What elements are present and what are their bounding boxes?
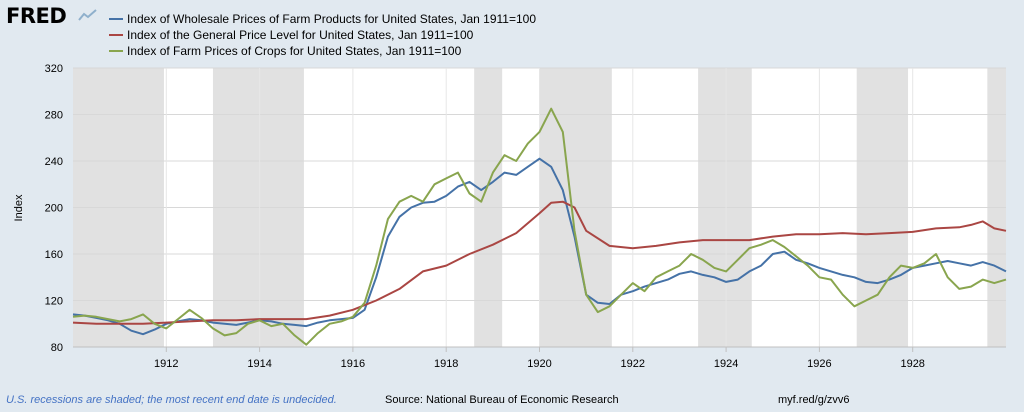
y-tick-label: 160: [45, 249, 63, 261]
series-lines: [72, 107, 1007, 346]
fred-logo[interactable]: FRED: [6, 4, 67, 28]
x-tick-label: 1928: [900, 358, 924, 370]
x-axis-ticks: 1912 1914 1916 1918 1920 1922 1924 1926 1928: [154, 347, 925, 370]
legend-swatch-crops: [109, 50, 123, 52]
series-line-general: [72, 200, 1007, 325]
y-tick-label: 120: [45, 296, 63, 308]
series-line-crops: [72, 107, 1007, 346]
x-tick-label: 1912: [154, 358, 178, 370]
x-tick-label: 1914: [247, 358, 271, 370]
y-tick-label: 80: [51, 342, 63, 354]
y-tick-label: 280: [45, 110, 63, 122]
series-line-wholesale: [72, 157, 1007, 336]
x-tick-label: 1916: [341, 358, 365, 370]
legend-swatch-wholesale: [109, 18, 123, 20]
x-tick-label: 1922: [621, 358, 645, 370]
y-tick-label: 200: [45, 203, 63, 215]
source-text: Source: National Bureau of Economic Rese…: [385, 394, 619, 406]
legend-label-general: Index of the General Price Level for Uni…: [127, 28, 474, 42]
x-tick-label: 1918: [434, 358, 458, 370]
legend-swatch-general: [109, 34, 123, 36]
legend-label-wholesale: Index of Wholesale Prices of Farm Produc…: [127, 12, 536, 26]
x-tick-label: 1924: [714, 358, 738, 370]
y-axis-label: Index: [13, 194, 25, 221]
y-axis-ticks: 80 120 160 200 240 280 320: [45, 63, 63, 354]
short-url[interactable]: myf.red/g/zvv6: [778, 394, 850, 406]
x-tick-label: 1926: [807, 358, 831, 370]
y-tick-label: 320: [45, 63, 63, 75]
legend-label-crops: Index of Farm Prices of Crops for United…: [127, 44, 462, 58]
fred-chart-icon: [78, 9, 97, 21]
y-tick-label: 240: [45, 156, 63, 168]
x-tick-label: 1920: [527, 358, 551, 370]
recession-note: U.S. recessions are shaded; the most rec…: [6, 394, 337, 406]
gridlines: [73, 67, 1006, 348]
